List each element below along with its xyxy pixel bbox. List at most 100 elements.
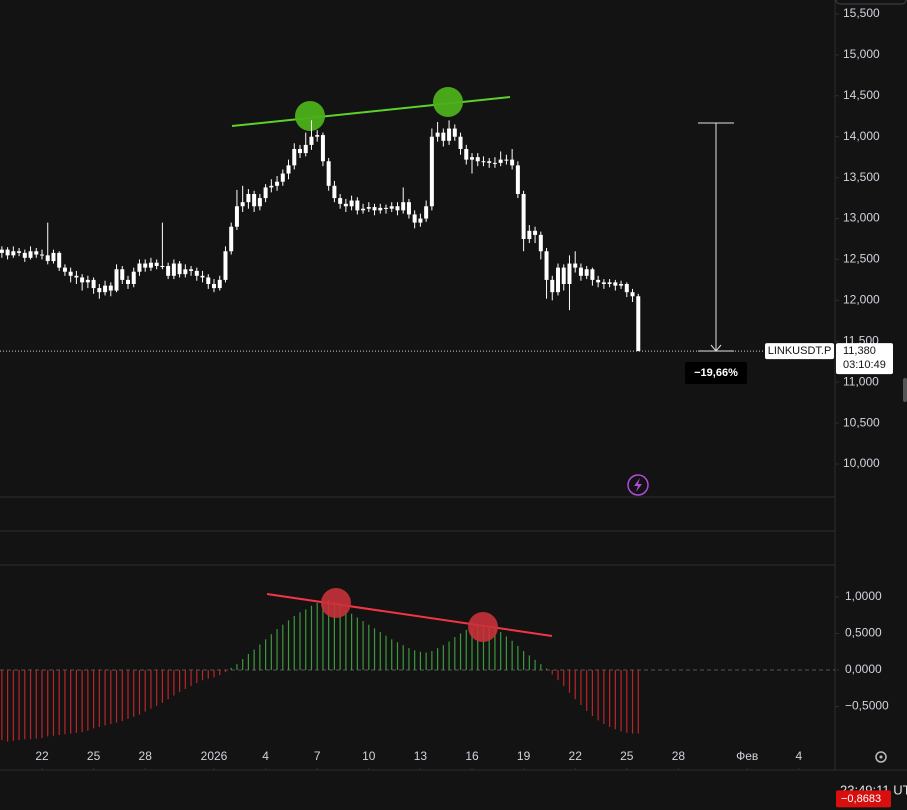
peak-marker — [468, 612, 498, 642]
x-tick-label: 25 — [620, 749, 634, 763]
candle-body — [424, 206, 429, 219]
candle-body — [366, 207, 371, 209]
candle-body — [607, 282, 612, 284]
candle-body — [57, 252, 62, 268]
peak-marker — [433, 87, 463, 117]
price-label-box — [836, 343, 893, 375]
candle-body — [613, 282, 618, 286]
candle-body — [401, 202, 406, 211]
candle-body — [275, 181, 280, 186]
candle-body — [166, 265, 171, 276]
candle-body — [280, 173, 285, 182]
candle-body — [527, 230, 532, 239]
candle-body — [361, 208, 366, 211]
candle-body — [573, 263, 578, 268]
candle-body — [470, 157, 475, 160]
candle-body — [114, 269, 119, 291]
measure-label-box — [685, 362, 747, 384]
candle-body — [458, 136, 463, 149]
candle-body — [521, 193, 526, 239]
candle-body — [22, 252, 27, 258]
y-tick-label: 10,000 — [843, 456, 880, 470]
peak-marker — [295, 101, 325, 131]
y-tick-label: 14,000 — [843, 129, 880, 143]
candle-body — [252, 193, 257, 207]
candle-body — [406, 202, 411, 215]
candle-body — [447, 128, 452, 141]
candle-body — [229, 226, 234, 252]
candle-body — [183, 269, 188, 275]
candle-body — [62, 267, 67, 272]
candle-body — [435, 132, 440, 137]
y-tick-label: 15,500 — [843, 6, 880, 20]
candle-body — [492, 162, 497, 164]
candle-body — [561, 267, 566, 284]
candle-body — [309, 136, 314, 145]
candle-body — [487, 161, 492, 163]
candle-body — [349, 200, 354, 207]
y-tick-label: 14,500 — [843, 88, 880, 102]
candle-body — [326, 161, 331, 186]
x-tick-label: 7 — [314, 749, 321, 763]
candle-body — [11, 251, 16, 256]
candle-body — [332, 185, 337, 199]
x-tick-label: 28 — [139, 749, 153, 763]
candle-body — [200, 275, 205, 278]
y-tick-label: 12,000 — [843, 293, 880, 307]
candle-body — [556, 267, 561, 293]
countdown: 03:10:49 — [843, 359, 886, 371]
candle-body — [315, 135, 320, 137]
y-tick-label: 10,500 — [843, 415, 880, 429]
y-tick-label: −0,5000 — [845, 699, 889, 713]
candle-body — [68, 271, 73, 276]
candle-body — [412, 214, 417, 223]
candle-body — [567, 263, 572, 284]
candle-body — [578, 267, 583, 276]
candle-body — [619, 283, 624, 286]
y-tick-label: 15,000 — [843, 47, 880, 61]
candle-body — [596, 279, 601, 283]
x-tick-label: 4 — [795, 749, 802, 763]
x-tick-label: 28 — [672, 749, 686, 763]
candle-body — [206, 277, 211, 284]
candle-body — [504, 159, 509, 161]
candle-body — [211, 283, 216, 289]
candle-body — [143, 263, 148, 268]
candle-body — [624, 283, 629, 293]
candle-body — [538, 234, 543, 252]
candle-body — [263, 187, 268, 199]
candle-body — [475, 157, 480, 162]
scroll-handle[interactable] — [903, 378, 907, 402]
candle-body — [17, 251, 22, 253]
candle-body — [636, 296, 641, 352]
candle-body — [120, 269, 125, 280]
candle-body — [125, 279, 130, 284]
symbol-label-box — [765, 343, 834, 360]
candle-body — [298, 148, 303, 154]
toolbar-tab[interactable] — [835, 0, 907, 5]
trend-line — [231, 96, 511, 127]
candle-body — [384, 207, 389, 209]
x-tick-label: 2026 — [201, 749, 228, 763]
candle-body — [5, 249, 10, 256]
candle-body — [177, 263, 182, 275]
candle-body — [103, 285, 108, 293]
y-tick-label: 0,0000 — [845, 662, 882, 676]
y-tick-label: 13,500 — [843, 170, 880, 184]
candle-body — [510, 159, 515, 166]
candle-body — [257, 198, 262, 207]
peak-marker — [321, 588, 351, 618]
candle-body — [372, 207, 377, 211]
x-tick-label: 22 — [569, 749, 583, 763]
candle-body — [292, 148, 297, 166]
candle-body — [498, 159, 503, 163]
candle-body — [160, 265, 165, 267]
candle-body — [395, 206, 400, 211]
x-tick-label: 4 — [262, 749, 269, 763]
alert-icon[interactable] — [627, 474, 649, 496]
candle-body — [481, 161, 486, 163]
indicator-label: −0,8683 — [841, 793, 881, 805]
candle-body — [590, 269, 595, 280]
candle-body — [189, 269, 194, 271]
settings-icon[interactable] — [875, 751, 887, 763]
